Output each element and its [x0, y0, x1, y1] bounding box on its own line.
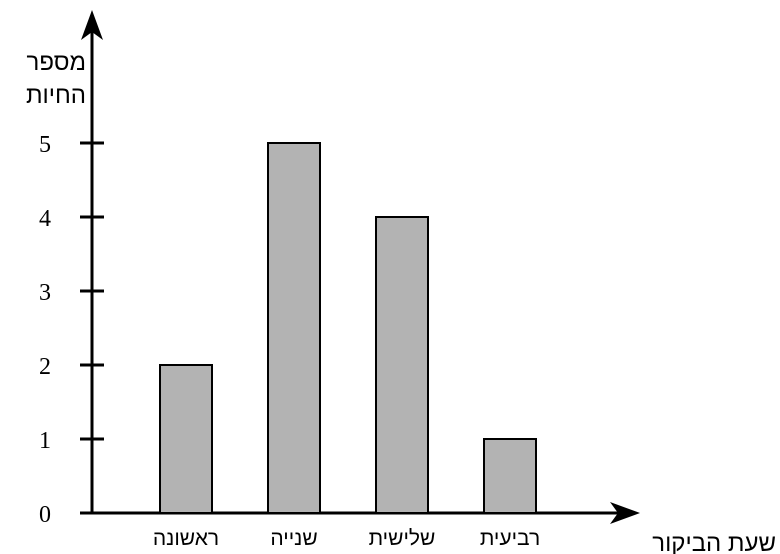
x-tick-label: שנייה	[270, 527, 317, 550]
bar	[159, 364, 213, 514]
x-tick-label: ראשונה	[153, 527, 219, 550]
y-axis-label-line-2: החיות	[26, 82, 86, 109]
x-axis-label: שעת הביקור	[652, 530, 776, 554]
x-tick-labels: ראשונה שנייה שלישית רביעית	[153, 527, 540, 550]
bar	[267, 142, 321, 514]
bar	[375, 216, 429, 514]
y-tick-label: 2	[39, 354, 51, 380]
y-tick-label: 3	[39, 280, 51, 306]
x-tick-label: רביעית	[480, 527, 540, 550]
y-tick-label: 5	[39, 132, 51, 158]
x-tick-label: שלישית	[369, 527, 436, 550]
y-tick-label: 1	[39, 428, 51, 454]
y-tick-label: 0	[39, 502, 51, 528]
y-axis-label-line-1: מספר	[27, 49, 86, 76]
y-tick-label: 4	[39, 206, 51, 232]
bars	[159, 142, 537, 514]
bar	[483, 438, 537, 514]
y-ticks: 0 1 2 3 4 5	[39, 132, 104, 528]
x-axis-arrowhead	[610, 502, 640, 524]
y-axis-arrowhead	[81, 10, 103, 40]
